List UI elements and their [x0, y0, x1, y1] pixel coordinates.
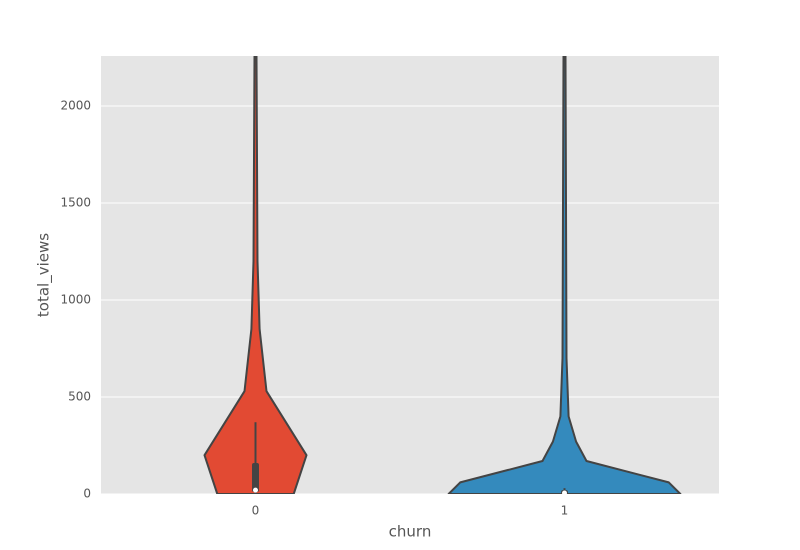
x-tick-label: 0	[252, 504, 260, 518]
box	[252, 462, 259, 493]
y-tick-label: 1000	[60, 293, 91, 307]
y-tick-label: 500	[68, 390, 91, 404]
x-axis-label: churn	[389, 523, 432, 541]
y-axis-label: total_views	[35, 233, 54, 317]
x-tick-label: 1	[561, 504, 569, 518]
median	[253, 487, 258, 493]
plot-background	[101, 56, 719, 494]
y-tick-label: 0	[83, 487, 91, 501]
median	[562, 490, 567, 496]
violin-body	[447, 56, 682, 494]
y-tick-label: 2000	[60, 99, 91, 113]
violin-body	[203, 56, 308, 494]
y-tick-label: 1500	[60, 196, 91, 210]
